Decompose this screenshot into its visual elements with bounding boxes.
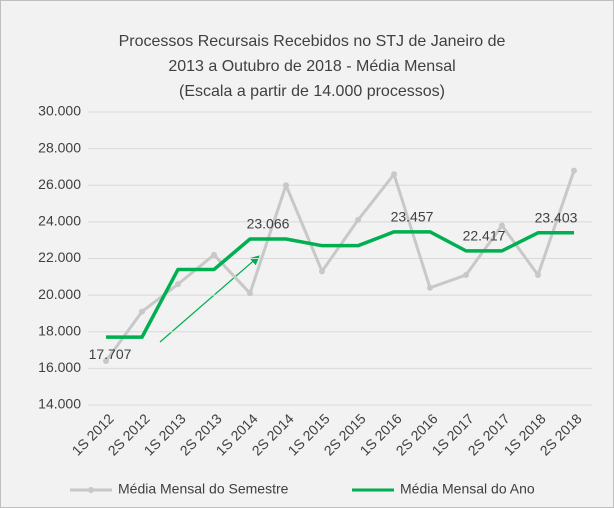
y-tick-label: 20.000 [38,286,81,302]
point [211,251,217,258]
point [535,271,541,278]
point [175,281,181,288]
chart-title: (Escala a partir de 14.000 processos) [179,83,445,100]
y-tick-label: 14.000 [38,396,81,412]
y-tick-label: 30.000 [38,103,81,119]
y-tick-label: 26.000 [38,176,81,192]
data-label: 17.707 [89,346,132,362]
y-tick-label: 28.000 [38,139,81,155]
point [355,217,361,224]
point [139,308,145,315]
y-tick-label: 24.000 [38,213,81,229]
chart-title: Processos Recursais Recebidos no STJ de … [119,33,506,50]
point [427,284,433,291]
point [283,182,289,189]
data-label: 23.457 [391,209,434,225]
legend-label: Média Mensal do Ano [400,481,535,497]
y-tick-label: 16.000 [38,359,81,375]
legend-swatch [88,487,94,493]
point [391,171,397,178]
point [463,271,469,278]
chart-title: 2013 a Outubro de 2018 - Média Mensal [168,58,455,75]
series-line [106,230,574,339]
point [499,222,505,229]
point [103,358,109,365]
annotation-arrow [159,255,260,343]
legend-label: Média Mensal do Semestre [118,481,289,497]
point [247,290,253,297]
point [319,268,325,275]
data-label: 23.403 [535,210,578,226]
point [571,167,577,174]
y-tick-label: 22.000 [38,249,81,265]
y-tick-label: 18.000 [38,322,81,338]
data-label: 22.417 [463,228,506,244]
data-label: 23.066 [247,216,290,232]
